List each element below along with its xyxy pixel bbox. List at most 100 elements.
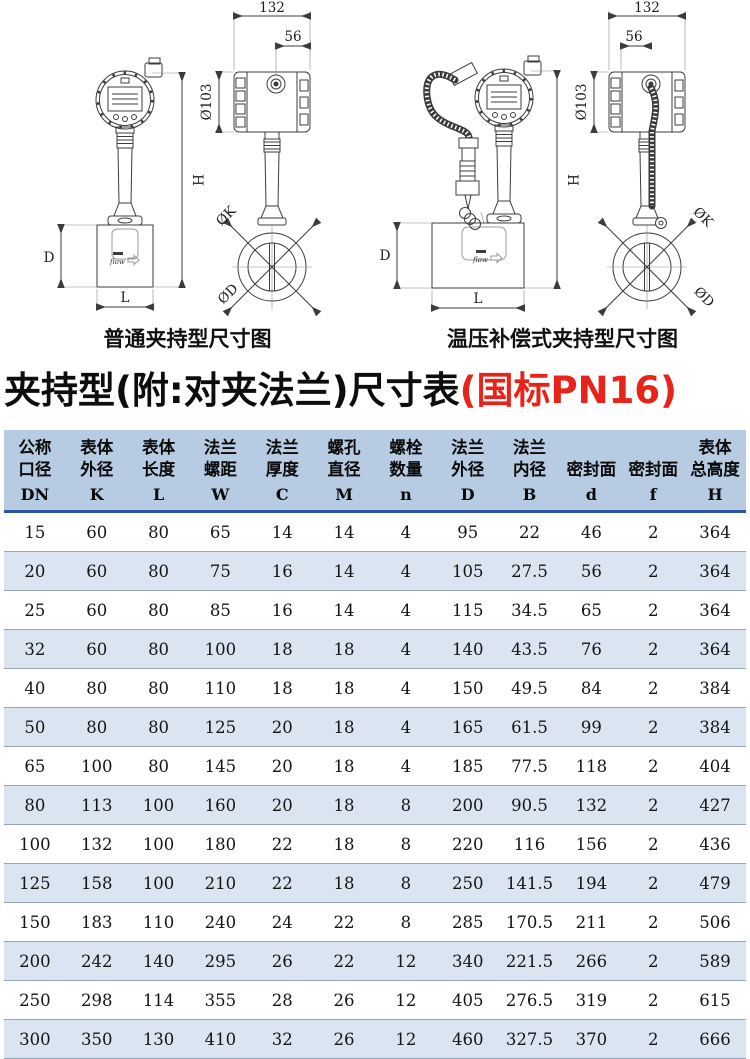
table-cell: 141.5 <box>498 863 561 903</box>
table-cell: 364 <box>684 629 746 669</box>
table-cell: 22 <box>313 941 375 981</box>
table-cell: 2 <box>622 980 685 1020</box>
table-cell: 14 <box>313 590 375 630</box>
table-cell: 100 <box>127 863 190 903</box>
dim-label-offset-width-1: 56 <box>284 29 301 45</box>
table-cell: 300 <box>4 1019 66 1059</box>
table-cell: 2 <box>622 902 685 942</box>
table-cell: 14 <box>271 522 293 542</box>
table-row: 25 60 80 85 16 14 4 115 34.5 65 2 364 <box>4 590 746 630</box>
table-cell: 8 <box>374 824 437 864</box>
table-row: 80 113 100 160 20 18 8 200 90.5 132 2 427 <box>4 785 746 825</box>
table-cell: 105 <box>436 551 499 591</box>
table-cell: 666 <box>684 1019 746 1059</box>
table-cell: 2 <box>622 863 685 903</box>
column-header: 螺栓 数量 n <box>374 430 437 513</box>
table-cell: 100 <box>4 824 66 864</box>
table-cell: 615 <box>684 980 746 1020</box>
table-cell: 40 <box>4 668 66 708</box>
table-cell: 8 <box>374 863 437 903</box>
table-cell: 18 <box>251 629 314 669</box>
table-cell: 80 <box>65 707 128 747</box>
table-cell: 165 <box>436 707 499 747</box>
table-cell: 384 <box>684 707 746 747</box>
table-title-main: 夹持型(附:对夹法兰)尺寸表 <box>4 369 460 412</box>
table-cell: 34.5 <box>498 590 561 630</box>
table-cell: 211 <box>560 902 623 942</box>
dim-label-body-depth-1: D <box>44 250 55 266</box>
table-cell: 364 <box>684 590 746 630</box>
column-header: 表体 长度 L <box>127 430 190 513</box>
table-cell: 180 <box>189 824 252 864</box>
table-cell: 22 <box>251 863 314 903</box>
table-cell: 242 <box>65 941 128 981</box>
dim-label-flange-dia-2: ØD <box>690 284 717 311</box>
table-cell: 589 <box>684 941 746 981</box>
dim-label-bolt-circle-2: ØK <box>690 204 717 231</box>
table-cell: 113 <box>65 785 128 825</box>
table-row: 65 100 80 145 20 18 4 185 77.5 118 2 404 <box>4 746 746 786</box>
table-cell: 22 <box>251 824 314 864</box>
table-cell: 28 <box>251 980 314 1020</box>
table-cell: 32 <box>4 629 66 669</box>
column-header: 螺孔 直径 M <box>313 430 375 513</box>
table-cell: 60 <box>65 590 128 630</box>
table-cell: 80 <box>127 746 190 786</box>
table-cell: 370 <box>560 1019 623 1059</box>
dim-label-top-width-1: 132 <box>259 0 285 16</box>
caption-standard-type: 普通夹持型尺寸图 <box>103 327 272 351</box>
table-row: 150 183 110 240 24 22 8 285 170.5 211 2 506 <box>4 902 746 942</box>
table-cell: 20 <box>251 785 314 825</box>
table-cell: 319 <box>560 980 623 1020</box>
table-cell: 65 <box>209 522 231 542</box>
side-view-standard <box>226 72 318 313</box>
table-cell: 60 <box>86 522 108 542</box>
table-cell: 145 <box>189 746 252 786</box>
flow-label-2: flow <box>472 256 488 264</box>
table-cell: 2 <box>622 629 685 669</box>
table-cell: 266 <box>560 941 623 981</box>
table-cell: 298 <box>65 980 128 1020</box>
table-cell: 170.5 <box>498 902 561 942</box>
table-cell: 2 <box>622 941 685 981</box>
table-header: 公称 口径 DN 表体 外径 K 表体 长度 L 法兰 螺距 W 法兰 厚度 C 螺孔 直径 M 螺栓 数量 n 法兰 外径… <box>4 430 746 513</box>
table-cell: 32 <box>251 1019 314 1059</box>
table-cell: 60 <box>65 551 128 591</box>
table-cell: 327.5 <box>498 1019 561 1059</box>
table-cell: 2 <box>622 746 685 786</box>
dim-label-bolt-circle-1: ØK <box>213 202 240 229</box>
table-cell: 56 <box>560 551 623 591</box>
table-cell: 84 <box>560 668 623 708</box>
table-cell: 12 <box>374 941 437 981</box>
diagram-area: flow H D L 132 56 Ø103 ØK ØD flow <box>0 0 750 326</box>
table-cell: 460 <box>436 1019 499 1059</box>
table-cell: 150 <box>436 668 499 708</box>
flow-label-1: flow <box>109 258 125 266</box>
table-cell: 46 <box>580 522 602 542</box>
table-cell: 65 <box>4 746 66 786</box>
table-cell: 130 <box>127 1019 190 1059</box>
table-cell: 200 <box>436 785 499 825</box>
table-cell: 20 <box>251 707 314 747</box>
table-cell: 14 <box>333 522 355 542</box>
dim-label-body-depth-2: D <box>380 248 391 264</box>
table-cell: 2 <box>622 785 685 825</box>
column-header: 法兰 外径 D <box>436 430 499 513</box>
table-row: 250 298 114 355 28 26 12 405 276.5 319 2 615 <box>4 980 746 1020</box>
table-cell: 75 <box>189 551 252 591</box>
table-cell: 4 <box>374 551 437 591</box>
page-title: 夹持型(附:对夹法兰)尺寸表(国标PN16) <box>4 366 750 418</box>
table-cell: 49.5 <box>498 668 561 708</box>
table-cell: 20 <box>251 746 314 786</box>
table-row: 100 132 100 180 22 18 8 220 116 156 2 436 <box>4 824 746 864</box>
table-cell: 100 <box>127 785 190 825</box>
table-title-highlight: (国标PN16) <box>459 369 678 412</box>
table-cell: 15 <box>24 522 46 542</box>
table-row: 200 242 140 295 26 22 12 340 221.5 266 2 589 <box>4 941 746 981</box>
table-cell: 90.5 <box>498 785 561 825</box>
table-cell: 80 <box>127 590 190 630</box>
table-cell: 210 <box>189 863 252 903</box>
column-header: 法兰 内径 B <box>498 430 561 513</box>
column-header: 法兰 螺距 W <box>189 430 252 513</box>
table-cell: 240 <box>189 902 252 942</box>
